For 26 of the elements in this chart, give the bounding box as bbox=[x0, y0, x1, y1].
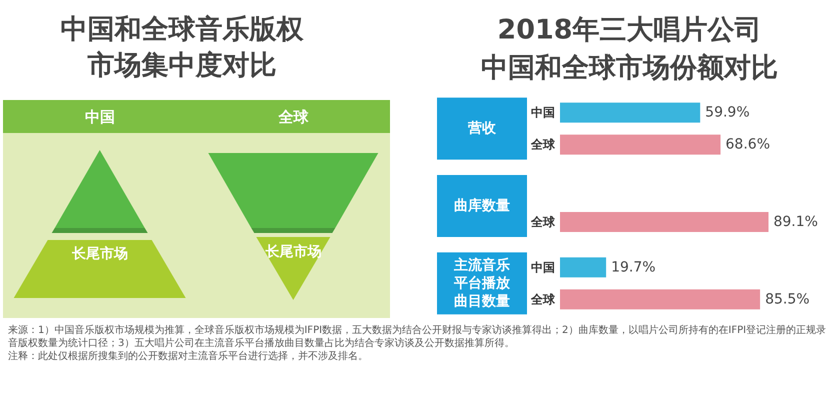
text: 长尾市场 bbox=[70, 245, 128, 262]
bar bbox=[560, 289, 760, 310]
bar bbox=[560, 212, 768, 232]
y-tick-label: 曲库数量 bbox=[454, 197, 510, 214]
text: 注释：此处仅根据所搜集到的公开数据对主流音乐平台进行选择，并不涉及排名。 bbox=[8, 350, 369, 363]
category-label: 全球 bbox=[531, 215, 555, 229]
category-label: 中国 bbox=[84, 108, 115, 126]
bar bbox=[560, 134, 721, 155]
bar bbox=[560, 102, 700, 123]
source-note: 来源：1）中国音乐版权市场规模为推算，全球音乐版权市场规模为IFPI数据，五大数据为结合公开财报与专家访谈推算得出；2）曲库数量，以唱片公司所持有的在IFPI登记注册的正规录音版权数量为统计口径；3）五大唱片公司在主流音乐平台播放曲目数量占比为结合专家访谈及公开数据推算所得。 bbox=[8, 324, 828, 350]
data-label: 19.7% bbox=[611, 259, 656, 276]
data-label: 85.5% bbox=[765, 291, 810, 308]
chart-title: 2018年三大唱片公司中国和全球市场份额对比 bbox=[481, 14, 778, 84]
series-label: 中国 bbox=[531, 106, 555, 120]
series-label: 全球 bbox=[530, 138, 556, 152]
text: 长尾市场 bbox=[264, 243, 322, 260]
data-label: 68.6% bbox=[726, 136, 770, 153]
bar bbox=[560, 257, 606, 278]
y-tick-label: 主流音乐平台播放曲目数量 bbox=[453, 256, 511, 310]
text: 中国和全球音乐版权市场集中度对比 bbox=[60, 14, 304, 81]
category-label: 全球 bbox=[531, 292, 555, 306]
y-tick-label: 营收 bbox=[467, 120, 497, 137]
data-label: 59.9% bbox=[705, 104, 750, 121]
category-label: 中国 bbox=[531, 260, 555, 274]
category-label: 全球 bbox=[277, 108, 310, 126]
data-label: 89.1% bbox=[773, 214, 818, 230]
